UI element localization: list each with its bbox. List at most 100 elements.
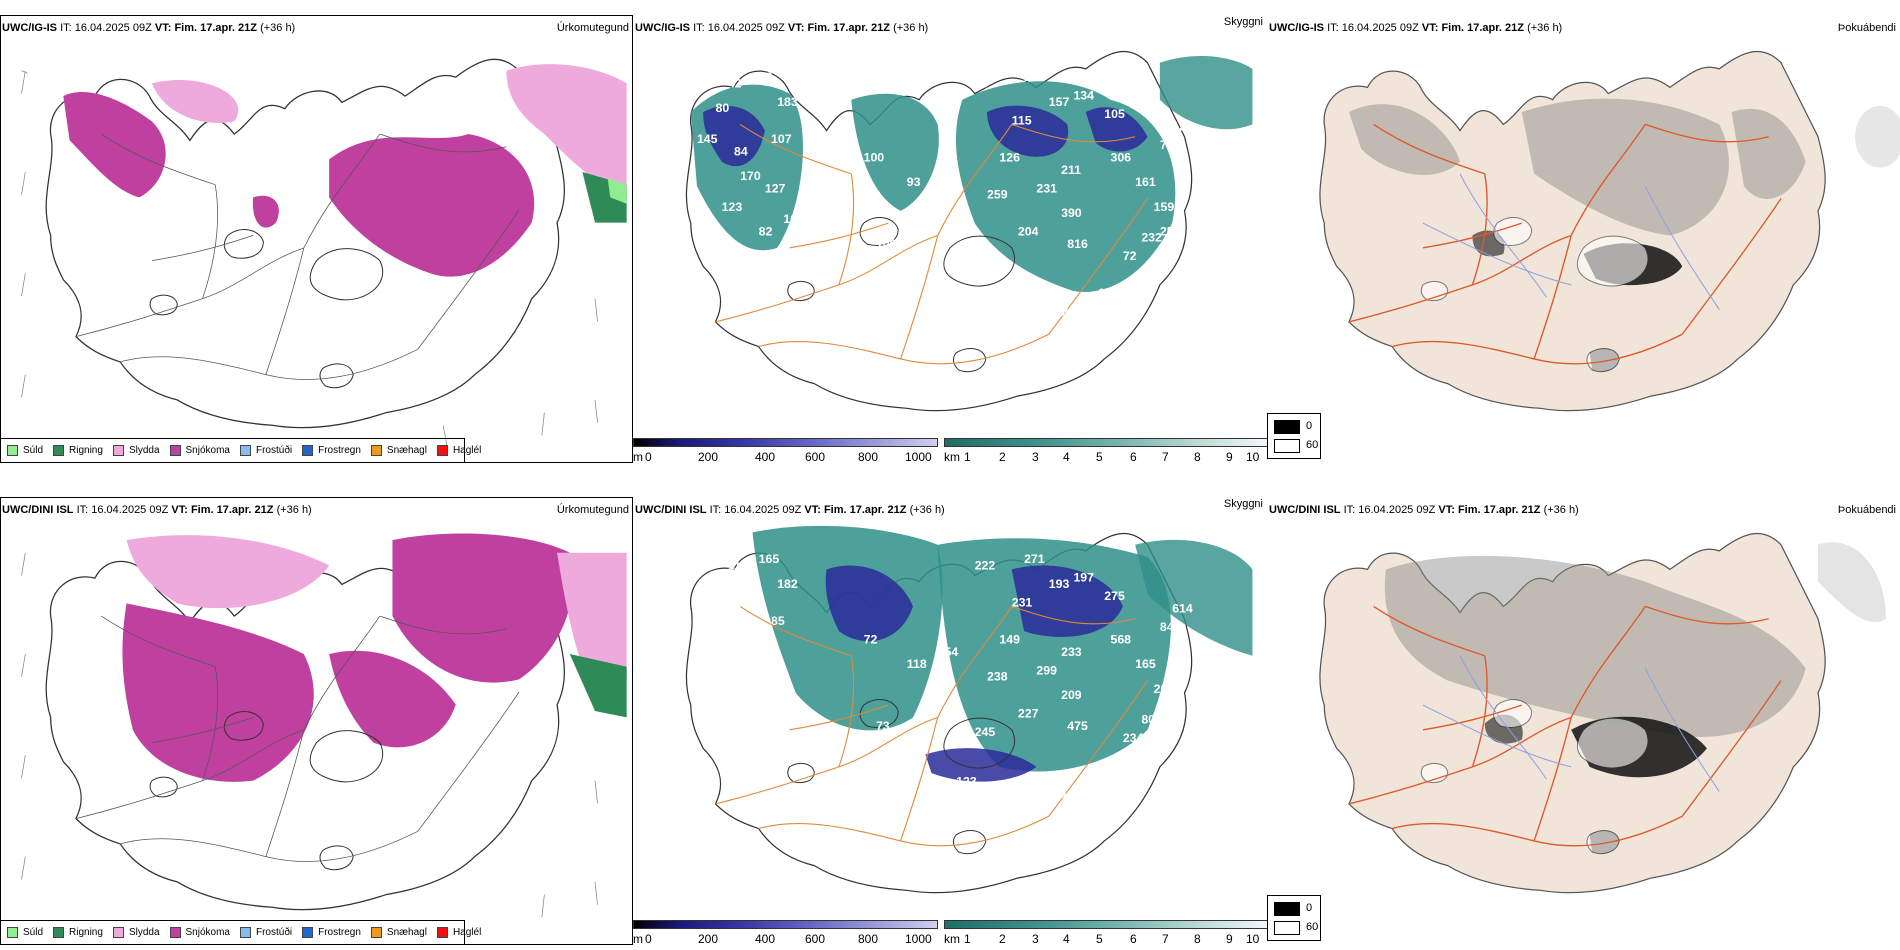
ceiling-value-label: 183: [777, 95, 798, 109]
legend-label: Snjókoma: [185, 445, 230, 456]
legend-item-6: Snæhagl: [370, 445, 427, 456]
legend-swatch: [302, 927, 314, 938]
ceiling-map-bottom: 115 165 330 182 126 52 85 95 102 137 60 66 79 60 73 72 1…: [685, 525, 1253, 894]
ceiling-colorbar-bottom: m 0 200 400 600 800 1000: [633, 920, 938, 948]
precip-panel-bottom: UWC/DINI ISL IT: 16.04.2025 09Z VT: Fim.…: [0, 495, 633, 945]
ceiling-value-label: 306: [1110, 150, 1131, 164]
ceiling-value-label: 264: [1024, 70, 1045, 84]
ceiling-value-label: 102: [765, 663, 786, 677]
precip-map-bottom: [21, 533, 627, 918]
visibility-tick: 9: [1226, 450, 1233, 464]
ceiling-tick: 0: [645, 450, 652, 464]
ceiling-value-label: 231: [1012, 595, 1033, 609]
ceiling-value-label: 115: [728, 558, 748, 572]
header-top-fog: UWC/IG-IS IT: 16.04.2025 09Z VT: Fim. 17…: [1269, 22, 1563, 34]
legend-swatch: [370, 445, 382, 456]
ceiling-value-label: 126: [999, 150, 1020, 164]
field-title-ceiling-top: Skyggni: [1223, 16, 1263, 28]
legend-label: Súld: [23, 445, 44, 456]
ceiling-value-label: 12: [759, 70, 773, 84]
legend-box-bottom: [0, 920, 465, 945]
legend-swatch: [53, 927, 65, 938]
visibility-tick: 5: [1096, 932, 1103, 946]
fog-low-label: 60: [1306, 439, 1319, 451]
ceiling-value-label: 275: [1104, 589, 1125, 603]
ceiling-value-label: 73: [876, 719, 890, 733]
ceiling-value-label: 108: [1098, 768, 1119, 782]
legend-swatch: [53, 445, 65, 456]
legend-item-1: Rigning: [53, 927, 103, 938]
ceiling-value-label: 475: [1067, 719, 1088, 733]
ceiling-value-label: 129: [1098, 286, 1119, 300]
ceiling-value-label: 159: [1154, 200, 1175, 214]
ceiling-value-label: 134: [1073, 89, 1094, 103]
ceiling-map-top: 42 12 80 183 145 84 107 170 127 123 108 82 229 91 106 1…: [685, 50, 1253, 412]
header-top-precip: UWC/IG-IS IT: 16.04.2025 09Z VT: Fim. 17…: [2, 22, 296, 34]
ceiling-tick: 800: [858, 450, 879, 464]
header-top-ceiling: UWC/IG-IS IT: 16.04.2025 09Z VT: Fim. 17…: [635, 22, 929, 34]
header-bottom-ceiling: UWC/DINI ISL IT: 16.04.2025 09Z VT: Fim.…: [635, 504, 945, 516]
ceiling-value-label: 84: [1160, 620, 1174, 634]
ceiling-value-label: 72: [864, 632, 878, 646]
visibility-colorbar-top: km 1 2 3 4 5 6 7 8 9 10: [944, 438, 1269, 466]
ceiling-value-label: 245: [975, 725, 996, 739]
visibility-tick: 8: [1194, 932, 1201, 946]
legend-swatch: [169, 445, 181, 456]
field-title-fog-bottom: Þokuábendi: [1837, 504, 1896, 516]
ceiling-tick: 400: [755, 450, 776, 464]
legend-item-5: Frostregn: [302, 445, 361, 456]
legend-label: Haglél: [452, 445, 482, 456]
fog-map-top: [1319, 50, 1900, 412]
fog-low-swatch: [1274, 439, 1300, 453]
legend-swatch: [370, 927, 382, 938]
legend-swatch: [436, 927, 448, 938]
fog-high-swatch: [1274, 420, 1300, 434]
legend-item-6: Snæhagl: [370, 927, 427, 938]
ceiling-value-label: 816: [1067, 237, 1088, 251]
ceiling-value-label: 42: [728, 76, 742, 90]
legend-swatch: [436, 445, 448, 456]
fog-panel-top: UWC/IG-IS IT: 16.04.2025 09Z VT: Fim. 17…: [1267, 13, 1900, 463]
fog-low-label: 60: [1306, 921, 1319, 933]
ceiling-value-label: 141: [956, 292, 977, 306]
ceiling-value-label: 232: [1141, 231, 1162, 245]
fog-map-bottom: [1319, 532, 1886, 894]
ceiling-panel-top: UWC/IG-IS IT: 16.04.2025 09Z VT: Fim. 17…: [633, 13, 1269, 466]
visibility-tick: 2: [999, 450, 1006, 464]
precip-panel-top: UWC/IG-IS IT: 16.04.2025 09Z VT: Fim. 17…: [0, 13, 633, 463]
legend-label: Snjókoma: [185, 927, 230, 938]
legend-label: Slydda: [128, 445, 160, 456]
legend-swatch: [302, 445, 314, 456]
ceiling-value-label: 154: [938, 645, 959, 659]
legend-swatch: [112, 445, 124, 456]
ceiling-value-label: 145: [697, 132, 718, 146]
legend-item-3: Snjókoma: [169, 445, 230, 456]
legend-label: Frostúði: [255, 445, 293, 456]
ceiling-value-label: 93: [907, 175, 921, 189]
ceiling-colorbar-top: m 0 200 400 600 800 1000: [633, 438, 938, 466]
field-title-fog-top: Þokuábendi: [1837, 22, 1896, 34]
ceiling-value-label: 60: [783, 694, 797, 708]
ceiling-value-label: 193: [1049, 577, 1070, 591]
legend-swatch: [7, 927, 18, 938]
ceiling-value-label: 66: [759, 707, 773, 721]
visibility-tick: 1: [964, 932, 971, 946]
ceiling-value-label: 118: [907, 657, 927, 671]
ceiling-value-label: 18: [1012, 292, 1026, 306]
visibility-tick: 6: [1130, 932, 1137, 946]
visibility-tick: 10: [1246, 932, 1260, 946]
visibility-tick: 7: [1162, 450, 1169, 464]
fog-high-label: 0: [1306, 902, 1313, 914]
ceiling-unit: m: [633, 450, 643, 464]
fog-panel-bottom: UWC/DINI ISL IT: 16.04.2025 09Z VT: Fim.…: [1267, 495, 1900, 945]
ceiling-tick: 1000: [905, 932, 932, 946]
header-bottom-fog: UWC/DINI ISL IT: 16.04.2025 09Z VT: Fim.…: [1269, 504, 1579, 516]
ceiling-value-label: 84: [734, 144, 748, 158]
ceiling-value-label: 161: [1135, 175, 1156, 189]
ceiling-value-label: 108: [783, 212, 804, 226]
visibility-tick: 2: [999, 932, 1006, 946]
legend-swatch: [7, 445, 18, 456]
ceiling-tick: 600: [805, 932, 826, 946]
ceiling-value-label: 211: [1061, 163, 1081, 177]
ceiling-value-label: 91: [1012, 774, 1026, 788]
